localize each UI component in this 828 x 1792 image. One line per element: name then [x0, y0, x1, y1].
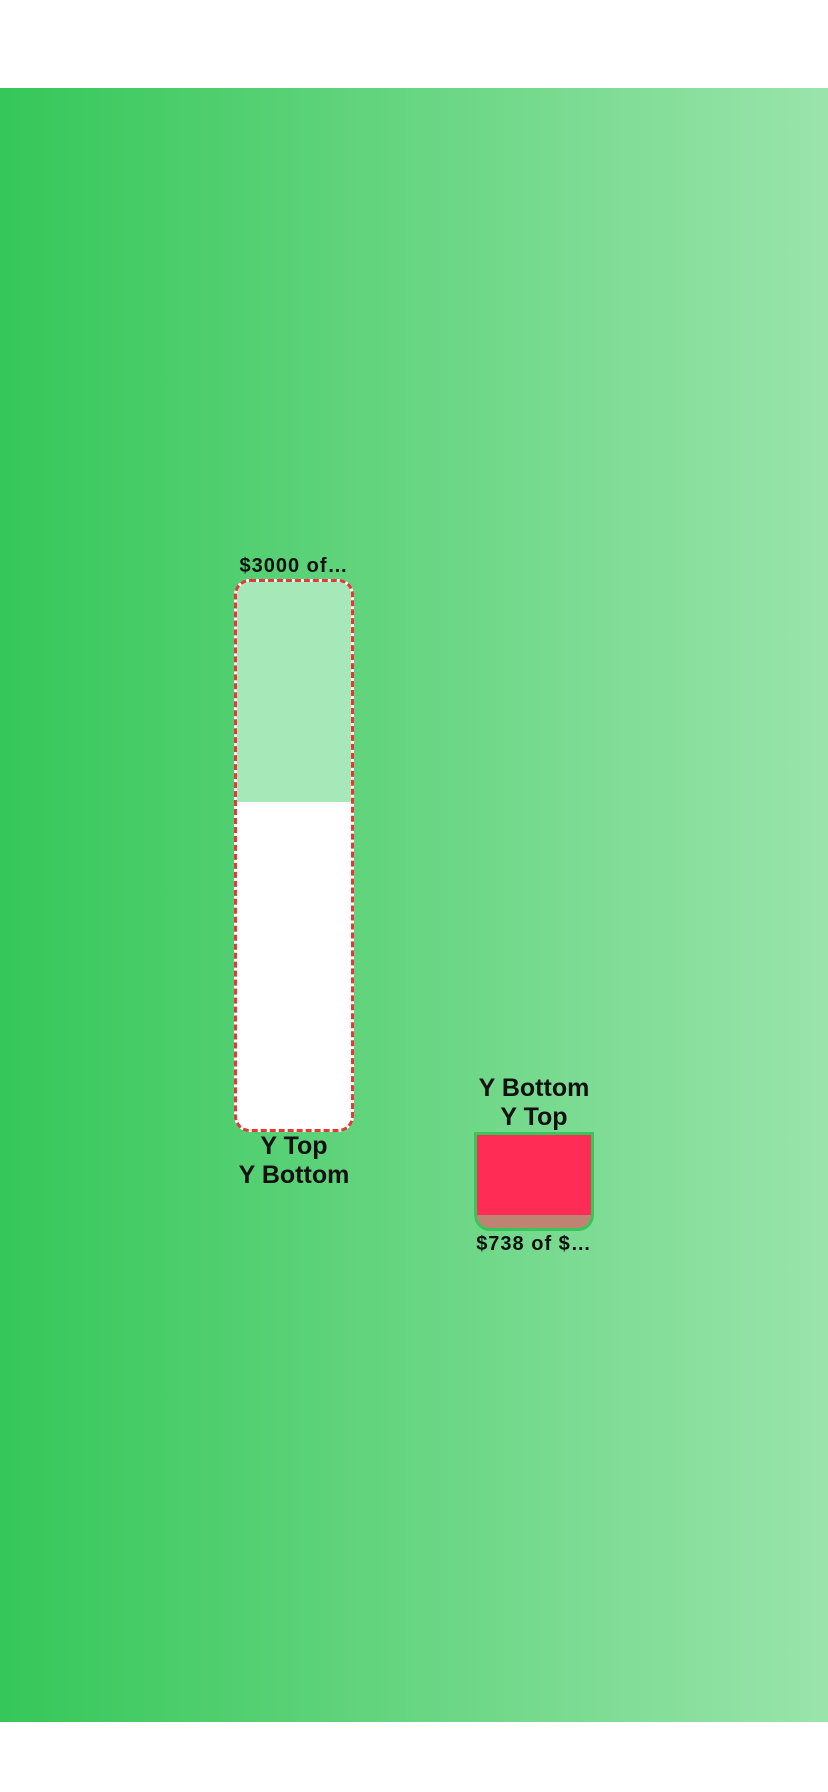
bar1-caption-bottom: Y Bottom: [238, 1161, 350, 1189]
gradient-background: [0, 88, 828, 1722]
progress-bar-2[interactable]: [474, 1132, 594, 1231]
progress-bar-2-fill: [477, 1135, 591, 1215]
progress-bar-1-fill: [237, 802, 351, 1129]
progress-bar-1-track: [237, 582, 351, 802]
bar1-amount-label: $3000 of…: [239, 555, 349, 577]
bar2-caption-top: Y Bottom: [478, 1074, 590, 1102]
bar2-caption-bottom: Y Top: [500, 1103, 568, 1131]
progress-bar-1[interactable]: [234, 579, 354, 1132]
bar1-caption-top: Y Top: [260, 1132, 328, 1160]
bar2-amount-label: $738 of $…: [476, 1233, 592, 1255]
progress-bar-2-track: [477, 1215, 591, 1228]
